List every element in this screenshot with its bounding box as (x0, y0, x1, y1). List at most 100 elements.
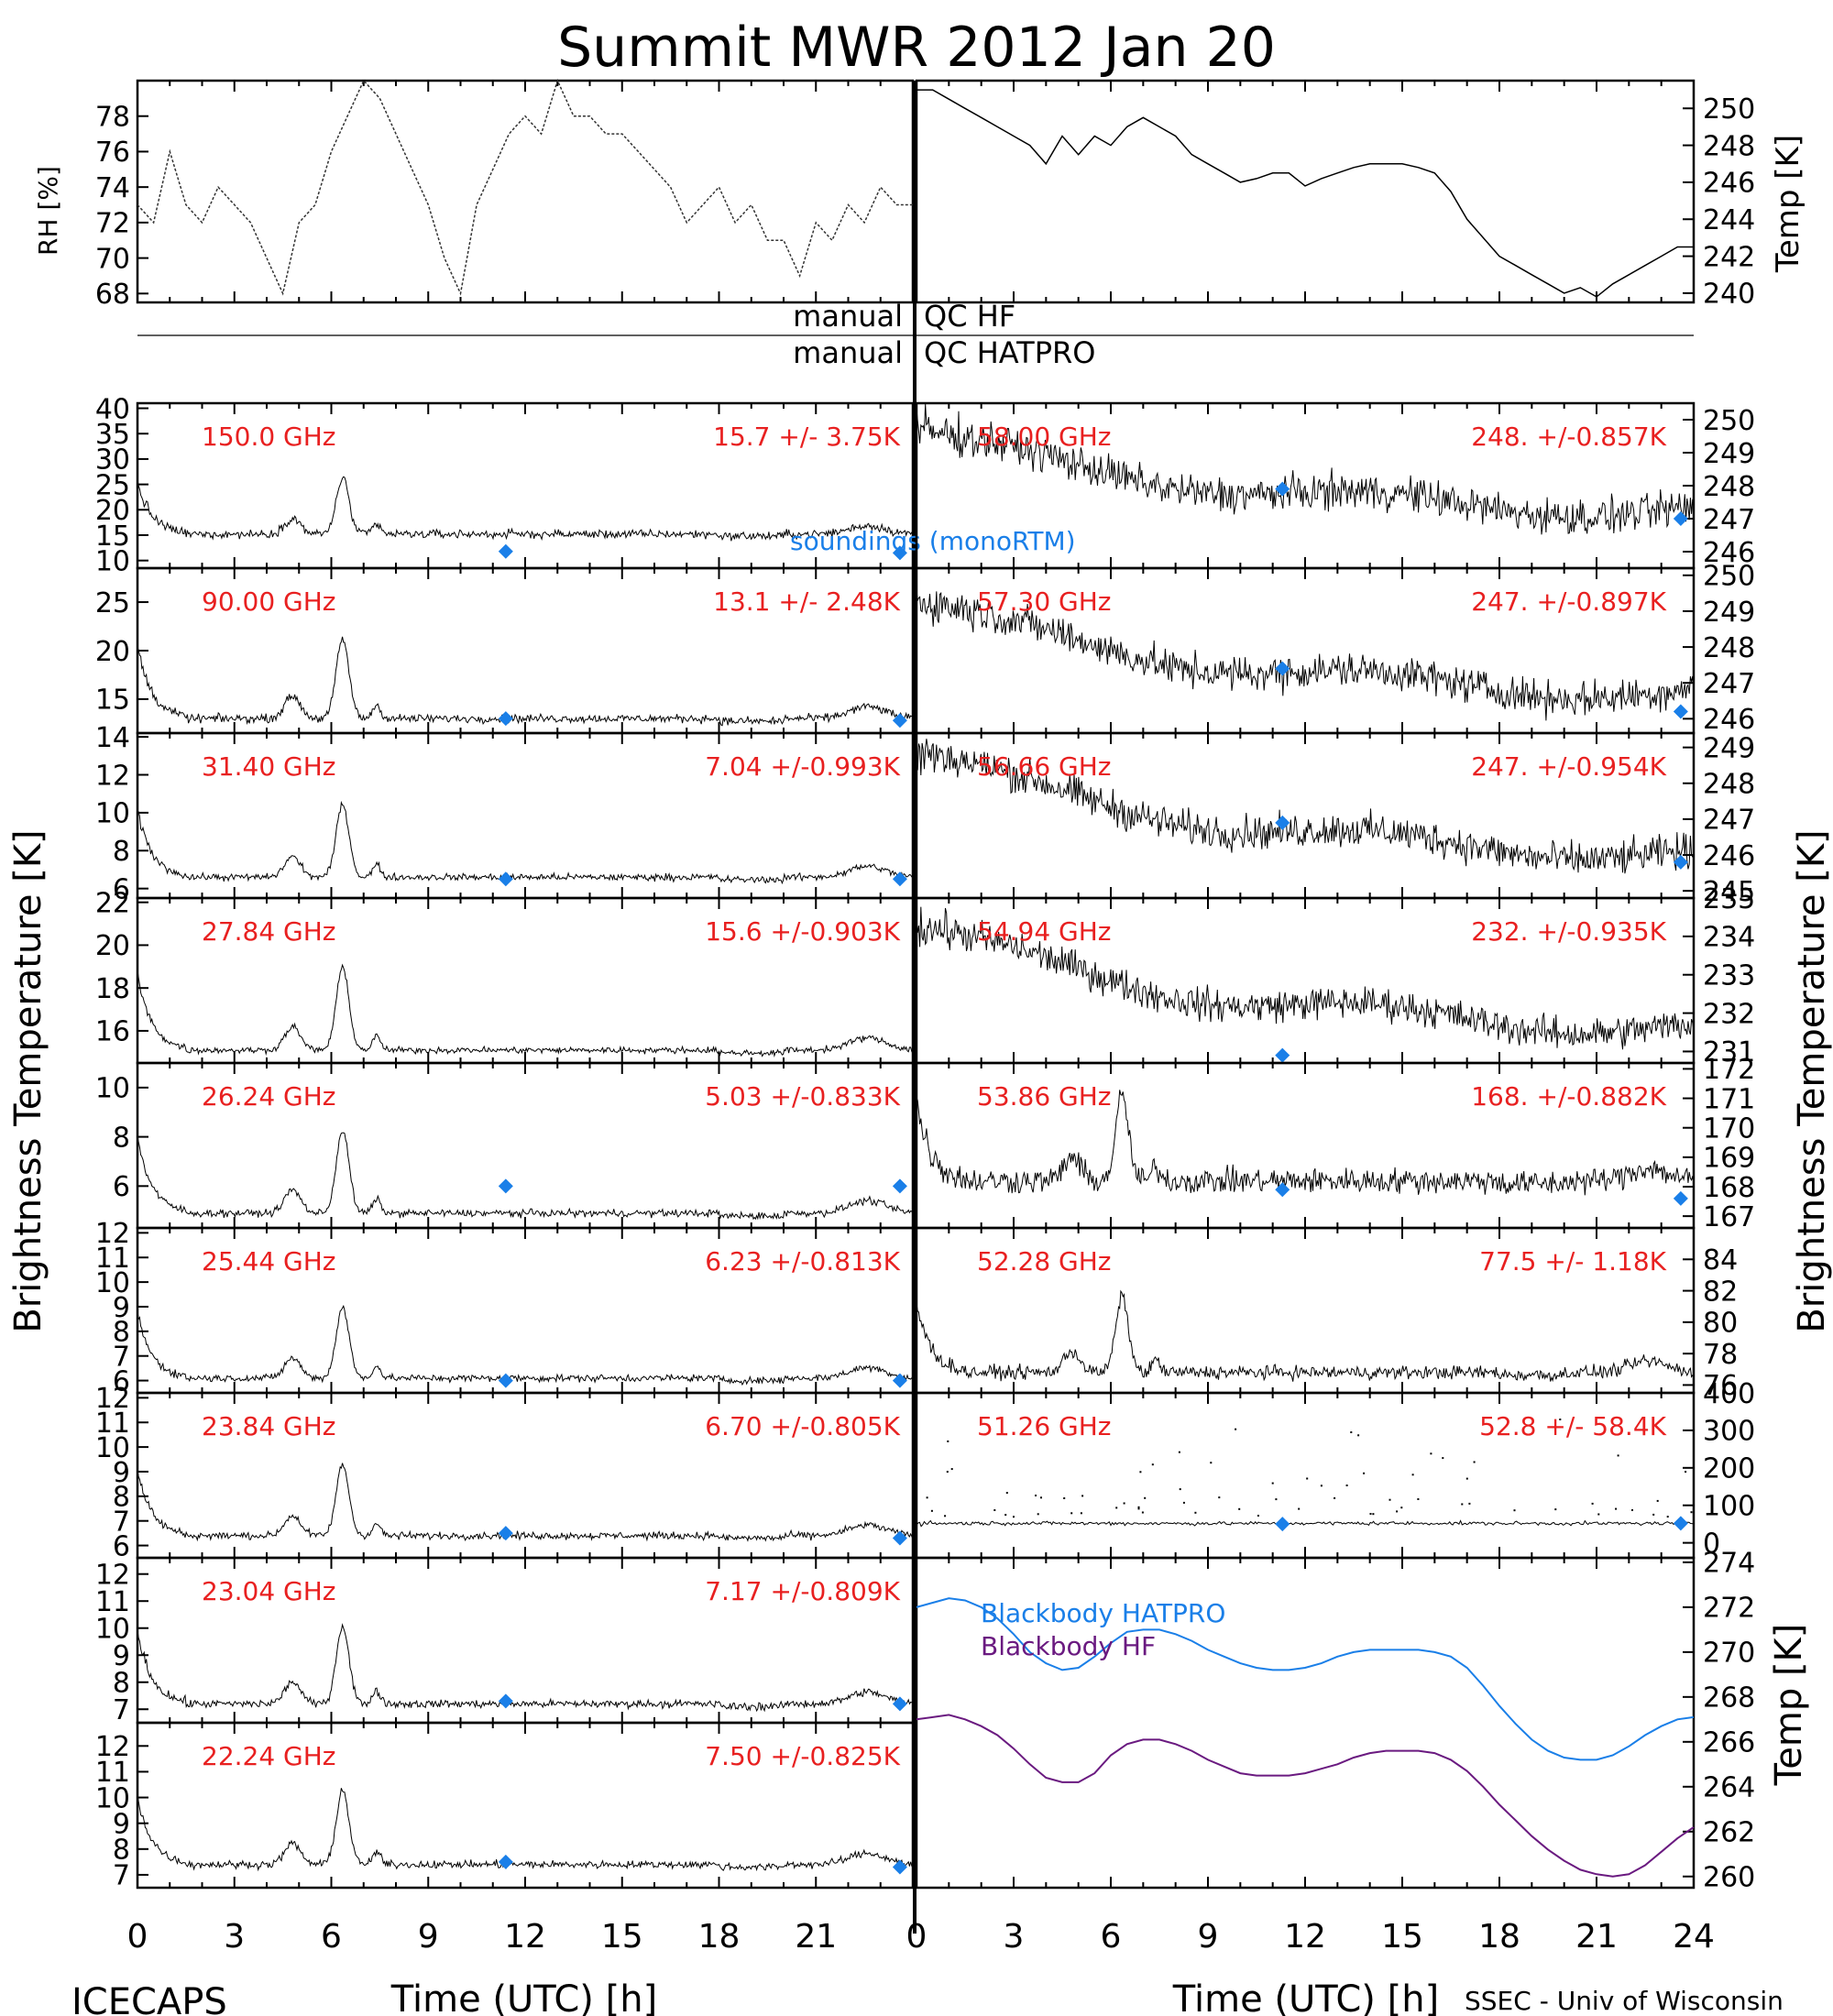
right-ch-0-stat-label: 248. +/-0.857K (1471, 422, 1666, 452)
right-ch-6-scatter-point (1559, 1419, 1562, 1420)
rh-ytick-label: 76 (95, 137, 130, 169)
right-ch-6-stat-label: 52.8 +/- 58.4K (1479, 1411, 1666, 1441)
right-ch-6-scatter-point (1388, 1498, 1391, 1501)
rh-ytick-label: 70 (95, 243, 130, 275)
right-ch-2-stat-label: 247. +/-0.954K (1471, 751, 1666, 782)
right-ch-6-scatter-point (1275, 1498, 1278, 1501)
left-ch-4-ytick-label: 10 (95, 1073, 130, 1105)
blackbody-ylabel: Temp [K] (1768, 1624, 1810, 1787)
right-ch-6-scatter-point (1151, 1463, 1154, 1466)
right-ch-6-scatter-point (1369, 1513, 1372, 1515)
left-ch-1-sonde-point (498, 711, 513, 727)
qc-hf-left-label: manual (793, 299, 903, 334)
left-ch-5-stat-label: 6.23 +/-0.813K (705, 1246, 900, 1276)
left-ch-7-ytick-label: 11 (95, 1586, 130, 1618)
left-ch-6-ytick-label: 10 (95, 1432, 130, 1464)
left-ch-6-ytick-label: 7 (113, 1507, 130, 1539)
left-ch-4-stat-label: 5.03 +/-0.833K (705, 1081, 900, 1112)
left-ch-6-ytick-label: 6 (113, 1530, 130, 1562)
left-ch-8-ytick-label: 7 (113, 1860, 130, 1892)
left-ch-0-freq-label: 150.0 GHz (202, 422, 336, 452)
right-ch-6-scatter-point (1357, 1434, 1360, 1437)
right-ch-6-scatter-point (1461, 1503, 1464, 1506)
right-xtick-label: 12 (1284, 1918, 1326, 1956)
right-ch-6-scatter-point (1081, 1495, 1084, 1497)
blackbody-ytick-label: 272 (1703, 1593, 1755, 1625)
met-temp-ytick-label: 246 (1703, 168, 1755, 200)
right-ch-6-scatter-point (1004, 1514, 1007, 1517)
left-ch-2-freq-label: 31.40 GHz (202, 751, 336, 782)
right-xtick-label: 15 (1381, 1918, 1423, 1956)
right-ch-6-ytick-label: 200 (1703, 1453, 1755, 1485)
right-ch-6-scatter-point (1070, 1512, 1073, 1515)
rh-ytick-label: 78 (95, 102, 130, 134)
left-ch-2-ytick-label: 10 (95, 798, 130, 830)
right-ch-6-scatter-point (1013, 1516, 1015, 1518)
left-ch-0-ytick-label: 30 (95, 444, 130, 477)
left-ch-2-sonde-point (498, 871, 513, 887)
right-ch-6-scatter-point (1238, 1507, 1241, 1510)
right-ch-4-sonde-point (1275, 1182, 1290, 1198)
left-ch-5-ytick-label: 6 (113, 1365, 130, 1397)
left-ch-1-freq-label: 90.00 GHz (202, 586, 336, 617)
rh-panel-frame (136, 79, 915, 304)
right-ch-6-scatter-point (1115, 1507, 1118, 1509)
blackbody-ytick-label: 264 (1703, 1772, 1755, 1804)
met-temp-series-line (916, 89, 1694, 298)
right-ch-2-sonde-point (1275, 815, 1290, 830)
right-ch-6-scatter-point (1465, 1477, 1468, 1480)
right-ch-6-scatter-point (1656, 1499, 1659, 1502)
blackbody-legend-0: Blackbody HATPRO (981, 1598, 1225, 1628)
right-ch-4-stat-label: 168. +/-0.882K (1471, 1081, 1666, 1112)
right-ch-6-scatter-point (1271, 1482, 1274, 1485)
right-ch-5-ytick-label: 80 (1703, 1308, 1738, 1340)
right-ch-6-scatter-point (1334, 1496, 1336, 1499)
met-temp-ylabel: Temp [K] (1770, 135, 1806, 273)
right-ch-6-scatter-point (1666, 1516, 1669, 1518)
right-ch-3-ytick-label: 232 (1703, 998, 1755, 1030)
left-ch-3-stat-label: 15.6 +/-0.903K (705, 916, 900, 947)
left-xtick-label: 3 (224, 1918, 245, 1956)
right-ch-6-scatter-point (950, 1468, 953, 1471)
right-ch-6-ytick-label: 300 (1703, 1416, 1755, 1448)
right-ch-6-scatter-point (1685, 1471, 1687, 1474)
right-ch-6-scatter-point (1652, 1513, 1655, 1516)
right-ch-6-freq-label: 51.26 GHz (977, 1411, 1112, 1441)
met-temp-ytick-label: 250 (1703, 93, 1755, 126)
right-ch-6-scatter-point (1617, 1454, 1619, 1457)
left-ch-7-ytick-label: 8 (113, 1668, 130, 1700)
left-ch-6-ytick-label: 8 (113, 1482, 130, 1514)
left-ch-1-ytick-label: 25 (95, 587, 130, 619)
left-ch-6-series-line (137, 1463, 914, 1542)
right-ch-6-scatter-point (1037, 1513, 1039, 1516)
right-ch-6-series-line (916, 1519, 1695, 1528)
right-ch-6-scatter-point (1137, 1507, 1140, 1510)
right-xtick-label: 21 (1575, 1918, 1618, 1956)
left-ch-5-ytick-label: 7 (113, 1342, 130, 1374)
left-ylabel: Brightness Temperature [K] (7, 829, 49, 1332)
right-ch-6-scatter-point (993, 1509, 996, 1511)
left-ch-7-sonde-point (498, 1693, 513, 1709)
left-ch-8-ytick-label: 8 (113, 1835, 130, 1867)
right-ch-2-ytick-label: 245 (1703, 876, 1755, 908)
left-ch-1-series-line (137, 636, 914, 727)
left-ch-1-ytick-label: 15 (95, 685, 130, 717)
left-ch-4-sonde-point (892, 1178, 907, 1194)
right-ch-6-scatter-point (1372, 1513, 1375, 1516)
left-ch-4-sonde-point (498, 1178, 513, 1194)
right-ch-3-sonde-point (1275, 1047, 1290, 1063)
met-temp-ytick-label: 240 (1703, 279, 1755, 311)
left-ch-3-ytick-label: 22 (95, 887, 130, 919)
blackbody-ytick-label: 270 (1703, 1638, 1755, 1670)
left-ch-0-ytick-label: 15 (95, 520, 130, 553)
right-ch-6-scatter-point (1298, 1507, 1301, 1510)
left-ch-7-sonde-point (892, 1696, 907, 1712)
left-ch-8-series-line (137, 1788, 914, 1872)
left-ch-7-ytick-label: 9 (113, 1640, 130, 1672)
left-ch-8-ytick-label: 10 (95, 1782, 130, 1814)
left-ch-0-ytick-label: 40 (95, 393, 130, 425)
right-ch-4-sonde-point (1673, 1190, 1688, 1206)
left-ch-0-sonde-point (498, 543, 513, 559)
left-ch-8-sonde-point (892, 1859, 907, 1875)
